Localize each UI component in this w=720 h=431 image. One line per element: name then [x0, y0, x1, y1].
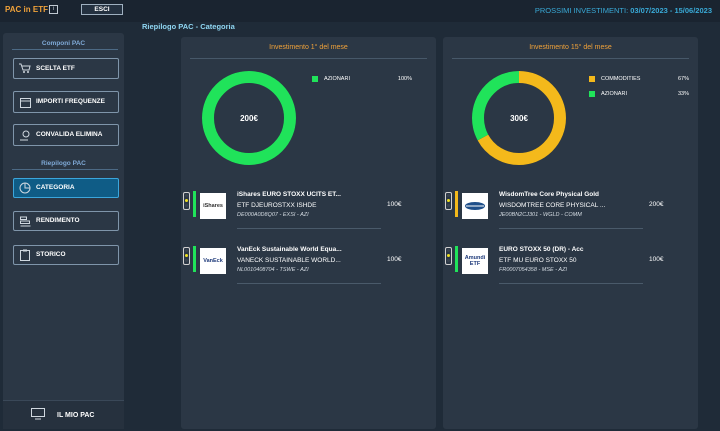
- fund-logo: iShares: [200, 193, 226, 219]
- next-investments-dates: 03/07/2023 - 15/06/2023: [630, 6, 712, 15]
- etf-name: iShares EURO STOXX UCITS ET...: [237, 191, 341, 198]
- app-title: PAC in ETF: [5, 5, 48, 14]
- fund-logo: [462, 193, 488, 219]
- etf-code: FR0007054358 - MSE - AZI: [499, 267, 567, 273]
- etf-row[interactable]: iShares iShares EURO STOXX UCITS ET... E…: [181, 191, 436, 231]
- panel-investment-15: Investimento 15° del mese 300€ COMMODITI…: [443, 37, 698, 429]
- calendar-icon: [14, 92, 36, 112]
- sidebar-item-storico[interactable]: STORICO: [13, 245, 119, 265]
- my-pac-label: IL MIO PAC: [57, 411, 95, 419]
- legend-label: AZIONARI: [601, 91, 627, 97]
- exit-button[interactable]: ESCI: [81, 4, 123, 15]
- sidebar-item-convalida-elimina[interactable]: CONVALIDA ELIMINA: [13, 124, 119, 146]
- etf-subname: ETF DJEUROSTXX ISHDE: [237, 202, 317, 209]
- legend-value: 67%: [677, 76, 689, 82]
- donut-total: 300€: [510, 114, 528, 123]
- etf-amount: 100€: [387, 201, 402, 208]
- panel-divider: [452, 58, 689, 59]
- sidebar-item-label: CONVALIDA ELIMINA: [36, 131, 103, 138]
- etf-code: NL0010408704 - TSWE - AZI: [237, 267, 309, 273]
- sidebar-item-label: CATEGORIA: [36, 184, 75, 191]
- my-pac-button[interactable]: IL MIO PAC: [3, 400, 124, 429]
- etf-name: EURO STOXX 50 (DR) - Acc: [499, 246, 584, 253]
- next-investments-label: PROSSIMI INVESTIMENTI:: [534, 6, 629, 15]
- etf-code: JE00BN2CJ301 - WGLD - COMM: [499, 212, 582, 218]
- sidebar-item-scelta-etf[interactable]: SCELTA ETF: [13, 58, 119, 79]
- legend-label: AZIONARI: [324, 76, 350, 82]
- donut-total: 200€: [240, 114, 258, 123]
- etf-row[interactable]: VanEck VanEck Sustainable World Equa... …: [181, 246, 436, 286]
- donut-slice-azionari: [472, 71, 566, 165]
- sidebar-item-label: RENDIMENTO: [36, 217, 80, 224]
- sidebar: Componi PAC SCELTA ETF IMPORTI FREQUENZE…: [3, 33, 124, 429]
- etf-row[interactable]: Amundi ETF EURO STOXX 50 (DR) - Acc ETF …: [443, 246, 698, 286]
- panel-investment-1: Investimento 1° del mese 200€ AZIONARI 1…: [181, 37, 436, 429]
- category-bar: [193, 246, 196, 272]
- etf-subname: WISDOMTREE CORE PHYSICAL ...: [499, 202, 606, 209]
- row-divider: [237, 228, 381, 229]
- row-divider: [237, 283, 381, 284]
- category-bar: [455, 246, 458, 272]
- traffic-light-icon: [445, 192, 452, 210]
- bar-chart-icon: [14, 212, 36, 230]
- monitor-icon: [31, 407, 49, 423]
- etf-subname: ETF MU EURO STOXX 50: [499, 257, 577, 264]
- category-bar: [455, 191, 458, 217]
- coin-hand-icon: [14, 125, 36, 145]
- section-divider: [12, 49, 118, 50]
- legend-item: AZIONARI 33%: [589, 91, 689, 97]
- section-title-riepilogo: Riepilogo PAC: [41, 160, 86, 167]
- legend-swatch: [312, 76, 318, 82]
- etf-subname: VANECK SUSTAINABLE WORLD...: [237, 257, 341, 264]
- donut-chart: 200€: [202, 71, 296, 165]
- sidebar-item-importi-frequenze[interactable]: IMPORTI FREQUENZE: [13, 91, 119, 113]
- legend-item: AZIONARI 100%: [312, 76, 412, 82]
- info-icon[interactable]: i: [49, 5, 58, 14]
- legend-swatch: [589, 91, 595, 97]
- wisdomtree-logo-icon: [465, 202, 485, 210]
- fund-logo: VanEck: [200, 248, 226, 274]
- sidebar-item-label: IMPORTI FREQUENZE: [36, 98, 105, 105]
- donut-chart: 300€: [472, 71, 566, 165]
- next-investments: PROSSIMI INVESTIMENTI: 03/07/2023 - 15/0…: [535, 6, 712, 15]
- traffic-light-icon: [445, 247, 452, 265]
- legend-label: COMMODITIES: [601, 76, 641, 82]
- etf-code: DE000A0D8Q07 - EXSI - AZI: [237, 212, 309, 218]
- etf-amount: 100€: [649, 256, 664, 263]
- panel-divider: [190, 58, 427, 59]
- page-title: Riepilogo PAC - Categoria: [142, 22, 235, 31]
- legend-swatch: [589, 76, 595, 82]
- legend-value: 100%: [397, 76, 412, 82]
- cart-icon: [14, 59, 36, 78]
- etf-amount: 200€: [649, 201, 664, 208]
- sidebar-item-categoria[interactable]: CATEGORIA: [13, 178, 119, 198]
- panel-title: Investimento 15° del mese: [529, 44, 612, 51]
- section-title-componi: Componi PAC: [41, 40, 86, 47]
- sidebar-item-rendimento[interactable]: RENDIMENTO: [13, 211, 119, 231]
- legend-value: 33%: [677, 91, 689, 97]
- donut-slice-azionari: [202, 71, 296, 165]
- category-bar: [193, 191, 196, 217]
- panel-title: Investimento 1° del mese: [269, 44, 348, 51]
- etf-row[interactable]: WisdomTree Core Physical Gold WISDOMTREE…: [443, 191, 698, 231]
- pie-icon: [14, 179, 36, 197]
- top-bar: PAC in ETF i ESCI PROSSIMI INVESTIMENTI:…: [0, 0, 720, 22]
- clipboard-icon: [14, 246, 36, 264]
- fund-logo: Amundi ETF: [462, 248, 488, 274]
- section-divider: [12, 169, 118, 170]
- sidebar-item-label: STORICO: [36, 251, 66, 258]
- row-divider: [499, 228, 643, 229]
- sidebar-item-label: SCELTA ETF: [36, 64, 75, 72]
- legend-item: COMMODITIES 67%: [589, 76, 689, 82]
- traffic-light-icon: [183, 247, 190, 265]
- etf-amount: 100€: [387, 256, 402, 263]
- etf-name: VanEck Sustainable World Equa...: [237, 246, 342, 253]
- etf-name: WisdomTree Core Physical Gold: [499, 191, 599, 198]
- traffic-light-icon: [183, 192, 190, 210]
- row-divider: [499, 283, 643, 284]
